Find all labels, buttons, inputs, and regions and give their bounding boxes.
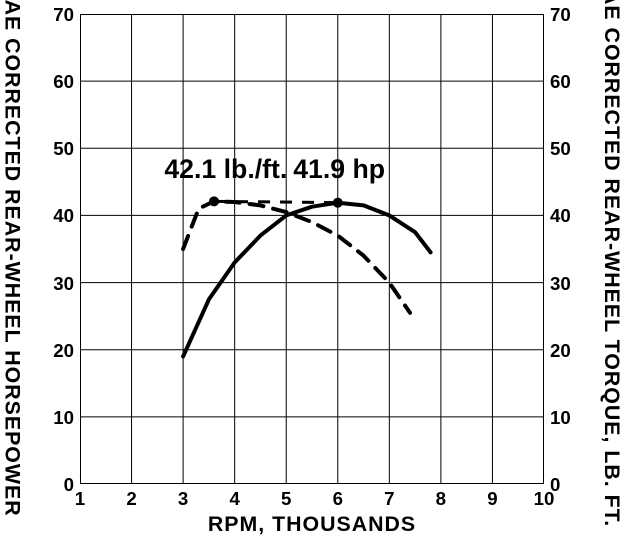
x-tick: 4 xyxy=(220,488,250,510)
y-left-tick: 10 xyxy=(44,407,74,429)
y-right-tick: 60 xyxy=(550,71,580,93)
y-right-tick: 40 xyxy=(550,205,580,227)
y-axis-right-title-container: SAE CORRECTED REAR-WHEEL TORQUE, LB. FT. xyxy=(600,0,624,500)
x-tick: 2 xyxy=(117,488,147,510)
y-left-tick: 40 xyxy=(44,205,74,227)
y-axis-left-title: SAE CORRECTED REAR-WHEEL HORSEPOWER xyxy=(0,0,25,516)
x-tick: 7 xyxy=(374,488,404,510)
plot-svg xyxy=(80,14,544,484)
y-right-tick: 70 xyxy=(550,4,580,26)
y-axis-right-title: SAE CORRECTED REAR-WHEEL TORQUE, LB. FT. xyxy=(600,0,624,527)
x-tick: 5 xyxy=(271,488,301,510)
plot-area xyxy=(80,14,544,484)
x-tick: 10 xyxy=(529,488,559,510)
y-left-tick: 30 xyxy=(44,273,74,295)
x-axis-title: RPM, THOUSANDS xyxy=(0,512,624,537)
y-axis-left-title-container: SAE CORRECTED REAR-WHEEL HORSEPOWER xyxy=(0,0,24,500)
x-tick: 6 xyxy=(323,488,353,510)
y-right-tick: 30 xyxy=(550,273,580,295)
annotation-torque-peak: 42.1 lb./ft. xyxy=(164,154,287,185)
y-left-tick: 60 xyxy=(44,71,74,93)
x-tick: 9 xyxy=(477,488,507,510)
x-tick: 8 xyxy=(426,488,456,510)
x-tick: 1 xyxy=(65,488,95,510)
y-left-tick: 20 xyxy=(44,340,74,362)
y-left-tick: 50 xyxy=(44,138,74,160)
y-right-tick: 50 xyxy=(550,138,580,160)
y-right-tick: 10 xyxy=(550,407,580,429)
annotation-hp-peak: 41.9 hp xyxy=(293,154,385,185)
x-tick: 3 xyxy=(168,488,198,510)
y-right-tick: 20 xyxy=(550,340,580,362)
y-left-tick: 70 xyxy=(44,4,74,26)
dyno-chart: SAE CORRECTED REAR-WHEEL HORSEPOWER SAE … xyxy=(0,0,624,545)
